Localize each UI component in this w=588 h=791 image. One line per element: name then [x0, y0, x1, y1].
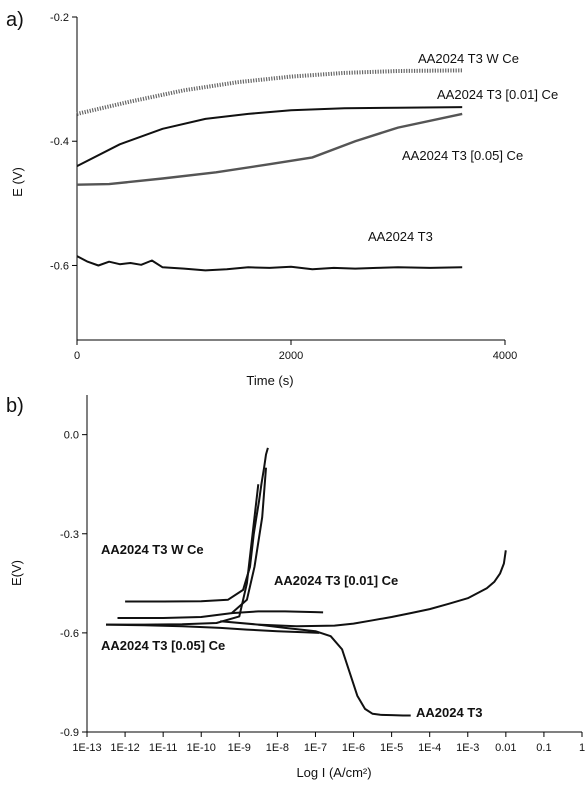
- panel-a-series-line: [76, 255, 463, 272]
- panel-b-x-tick-label: 1E-11: [149, 742, 178, 754]
- panel-a-x-axis-title: Time (s): [246, 373, 293, 388]
- panel-b-y-tick-label: -0.9: [60, 727, 79, 739]
- panel-b-label-005-ce: AA2024 T3 [0.05] Ce: [101, 638, 225, 653]
- panel-b-label-w-ce: AA2024 T3 W Ce: [101, 542, 204, 557]
- panel-a-ticks: 0 2000 4000 -0.2 -0.4 -0.6: [50, 12, 517, 362]
- panel-b-x-tick-label: 1E-3: [456, 742, 479, 754]
- panel-b-x-tick-label: 1E-13: [72, 742, 101, 754]
- panel-a-y-axis-title: E (V): [10, 167, 25, 197]
- panel-b-x-tick-label: 0.1: [536, 742, 551, 754]
- panel-a-letter: a): [6, 9, 24, 31]
- panel-a-y-tick-label: -0.6: [50, 260, 69, 272]
- panel-b-y-axis-title: E(V): [9, 560, 24, 586]
- panel-a-series-line: [76, 68, 463, 116]
- panel-b-x-tick-label: 1E-6: [342, 742, 365, 754]
- panel-b-y-tick-label: -0.3: [60, 529, 79, 541]
- panel-a-label-t3: AA2024 T3: [368, 229, 433, 244]
- panel-b-x-tick-label: 1: [579, 742, 585, 754]
- panel-b-x-tick-label: 1E-12: [110, 742, 139, 754]
- panel-a-y-tick-label: -0.4: [50, 136, 69, 148]
- panel-b-x-tick-label: 1E-5: [380, 742, 403, 754]
- panel-b-letter: b): [6, 395, 24, 417]
- panel-b-x-tick-label: 0.01: [495, 742, 516, 754]
- panel-b-series-line: [220, 550, 507, 628]
- panel-b-series-line: [258, 623, 411, 717]
- panel-a-x-tick-label: 4000: [493, 350, 517, 362]
- panel-b-series-line: [106, 484, 260, 626]
- panel-a-label-w-ce: AA2024 T3 W Ce: [418, 51, 519, 66]
- panel-b-x-tick-label: 1E-8: [266, 742, 289, 754]
- panel-b-y-tick-label: 0.0: [64, 430, 79, 442]
- panel-a-y-tick-label: -0.2: [50, 12, 69, 24]
- panel-a-series-line: [76, 112, 463, 186]
- panel-b-x-tick-label: 1E-9: [228, 742, 251, 754]
- panel-a-time-potential-plot: a) 0 2000 4000-0.2-0.4-0.6 Time (s) E (V) …: [6, 9, 558, 388]
- panel-b-x-tick-label: 1E-10: [187, 742, 216, 754]
- panel-a-label-001-ce: AA2024 T3 [0.01] Ce: [437, 87, 558, 102]
- panel-b-label-001-ce: AA2024 T3 [0.01] Ce: [274, 573, 398, 588]
- panel-b-series-line: [231, 610, 324, 615]
- panel-b-series: [105, 447, 507, 717]
- panel-a-series: [76, 68, 463, 272]
- panel-b-series-line: [117, 467, 267, 619]
- panel-b-x-tick-label: 1E-4: [418, 742, 441, 754]
- panel-b-ticks: 1E-13 1E-12 1E-11 1E-10 1E-9 1E-8 1E-7 1E-6 1E-5…: [60, 430, 585, 754]
- panel-a-x-tick-label: 0: [74, 350, 80, 362]
- panel-b-series-line: [125, 447, 269, 603]
- panel-b-polarization-plot: b) 1E-13 1E-12 1E-11 1E-10 1E-9 1E-8 1E-7 1E-6 1…: [6, 395, 585, 780]
- panel-a-x-tick-label: 2000: [279, 350, 303, 362]
- panel-a-label-005-ce: AA2024 T3 [0.05] Ce: [402, 148, 523, 163]
- panel-b-x-axis-title: Log I (A/cm²): [296, 765, 371, 780]
- panel-b-label-t3: AA2024 T3: [416, 705, 482, 720]
- panel-b-x-tick-label: 1E-7: [304, 742, 327, 754]
- panel-a-series-line: [76, 106, 463, 167]
- panel-b-y-tick-label: -0.6: [60, 628, 79, 640]
